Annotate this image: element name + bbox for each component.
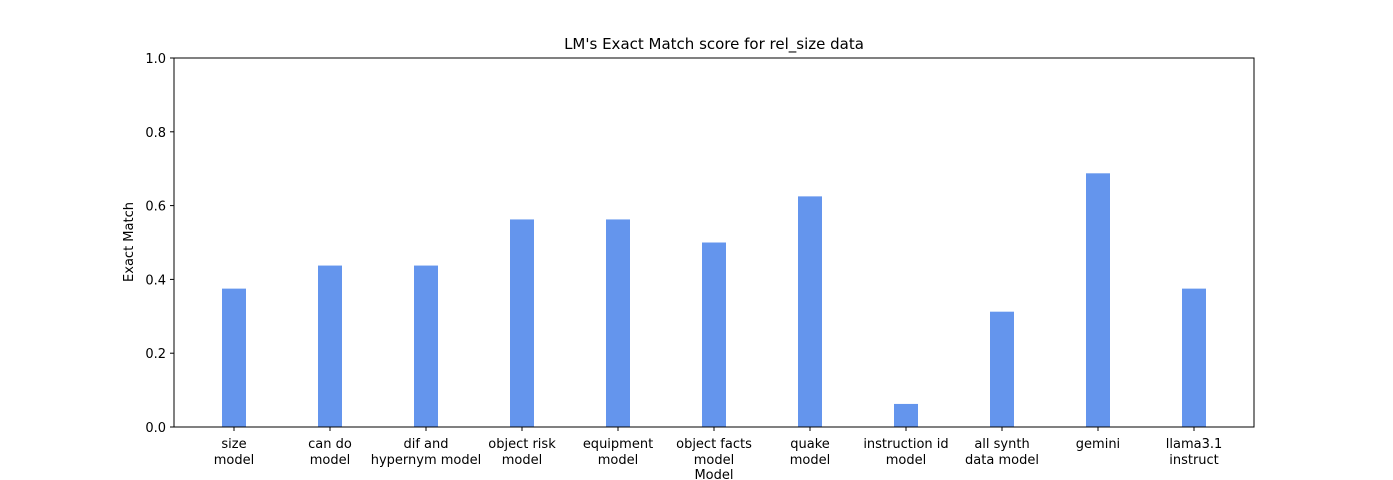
bar [318,265,342,427]
bar [990,311,1014,427]
chart-title: LM's Exact Match score for rel_size data [564,35,864,54]
x-tick-label: object facts model [676,437,752,468]
bar [702,242,726,427]
y-tick-label: 0.6 [145,200,166,215]
x-tick-label: object risk model [488,437,556,468]
x-axis-label: Model [694,468,733,480]
bar [1086,173,1110,427]
y-tick-label: 1.0 [145,52,166,67]
x-tick-label: size model [214,437,254,468]
bar [222,288,246,427]
x-tick-label: dif and hypernym model [371,437,482,468]
y-tick-label: 0.2 [145,347,166,362]
plot-frame [173,57,1255,428]
x-tick-label: can do model [308,437,352,468]
x-tick-label: gemini [1076,437,1120,452]
x-tick-label: equipment model [583,437,653,468]
y-tick-label: 0.4 [145,273,166,288]
bar [414,265,438,427]
y-axis-label: Exact Match [122,202,137,282]
bar [510,219,534,427]
bar [1182,288,1206,427]
bar [606,219,630,427]
bar [798,196,822,427]
bar [894,403,918,427]
x-tick-label: all synth data model [965,437,1039,468]
x-tick-label: instruction id model [863,437,948,468]
x-tick-label: quake model [790,437,830,468]
y-tick-label: 0.8 [145,126,166,141]
x-tick-label: llama3.1 instruct [1166,437,1223,468]
y-tick-label: 0.0 [145,421,166,436]
